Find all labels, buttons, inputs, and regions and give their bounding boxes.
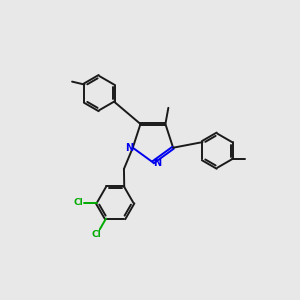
- Text: N: N: [153, 158, 161, 168]
- Text: Cl: Cl: [73, 198, 83, 207]
- Text: Cl: Cl: [92, 230, 101, 239]
- Text: N: N: [125, 143, 133, 153]
